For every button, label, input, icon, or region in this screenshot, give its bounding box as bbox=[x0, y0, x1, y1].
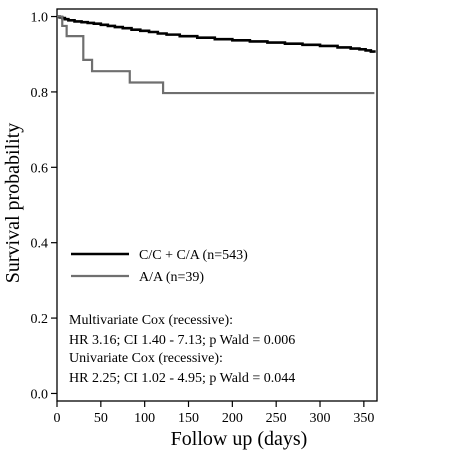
y-tick-label: 0.0 bbox=[31, 387, 49, 402]
x-tick-label: 150 bbox=[178, 411, 199, 426]
y-tick-label: 0.2 bbox=[31, 312, 49, 327]
legend-label-series-1: C/C + C/A (n=543) bbox=[139, 248, 248, 263]
y-axis-title: Survival probability bbox=[2, 123, 24, 284]
x-tick-label: 350 bbox=[353, 411, 374, 426]
annotation-line-1: Multivariate Cox (recessive): bbox=[69, 313, 233, 328]
survival-curves bbox=[57, 15, 376, 95]
x-tick-label: 250 bbox=[266, 411, 287, 426]
survival-curve-series-1 bbox=[57, 15, 376, 53]
x-axis-title: Follow up (days) bbox=[171, 428, 308, 450]
y-tick-label: 0.6 bbox=[31, 161, 49, 176]
x-tick-label: 200 bbox=[222, 411, 243, 426]
y-tick-label: 0.4 bbox=[31, 237, 49, 252]
annotation-line-2: HR 3.16; CI 1.40 - 7.13; p Wald = 0.006 bbox=[69, 333, 295, 348]
survival-curve-series-2 bbox=[57, 15, 375, 95]
x-tick-label: 0 bbox=[54, 411, 61, 426]
x-tick-label: 50 bbox=[94, 411, 108, 426]
axis-ticks: 0 50 100 150 200 250 300 350 0.0 0.2 0.4 0.6 0.8 1.0 bbox=[31, 11, 375, 426]
y-tick-label: 0.8 bbox=[31, 86, 49, 101]
annotation-line-4: HR 2.25; CI 1.02 - 4.95; p Wald = 0.044 bbox=[69, 371, 295, 386]
x-tick-label: 100 bbox=[134, 411, 155, 426]
legend: C/C + C/A (n=543) A/A (n=39) bbox=[71, 248, 248, 285]
legend-label-series-2: A/A (n=39) bbox=[139, 270, 204, 285]
annotation-line-3: Univariate Cox (recessive): bbox=[69, 351, 223, 366]
x-tick-label: 300 bbox=[310, 411, 331, 426]
y-tick-label: 1.0 bbox=[31, 11, 49, 26]
plot-frame bbox=[56, 8, 378, 402]
cox-annotations: Multivariate Cox (recessive): HR 3.16; C… bbox=[69, 313, 295, 386]
